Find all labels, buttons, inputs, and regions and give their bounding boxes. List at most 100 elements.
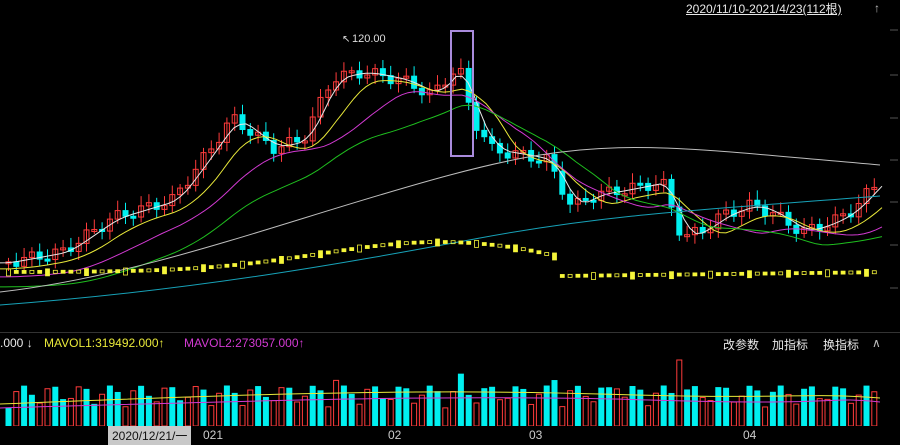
- indicator-dot: [567, 273, 573, 278]
- candle-body: [309, 116, 316, 142]
- volume-bar: [286, 387, 293, 426]
- volume-bar: [403, 388, 410, 426]
- volume-bar: [535, 393, 542, 426]
- volume-bar: [106, 385, 113, 426]
- arrow-up-icon[interactable]: ↑: [874, 1, 880, 15]
- mavol2-value: MAVOL2:273057.000↑: [184, 336, 305, 350]
- indicator-dot: [333, 249, 339, 254]
- indicator-dot: [29, 270, 35, 274]
- volume-chart[interactable]: [0, 356, 900, 426]
- candle-body: [824, 226, 831, 232]
- collapse-icon[interactable]: ∧: [872, 336, 881, 350]
- volume-bar: [200, 389, 207, 426]
- candle-body: [855, 203, 862, 218]
- indicator-dot: [848, 270, 854, 275]
- volume-bar: [317, 390, 324, 426]
- indicator-dot: [559, 274, 565, 278]
- volume-bar: [356, 403, 363, 426]
- volume-bar: [847, 402, 854, 426]
- candle-body: [481, 129, 488, 138]
- indicator-dot: [762, 271, 768, 276]
- volume-bar: [598, 387, 605, 426]
- date-range-label: 2020/11/10-2021/4/23(112根): [686, 2, 842, 16]
- volume-bar: [777, 385, 784, 426]
- indicator-dot: [435, 238, 440, 247]
- indicator-dot: [396, 240, 401, 249]
- indicator-dot: [630, 271, 635, 280]
- indicator-dot: [294, 255, 300, 260]
- volume-bar: [871, 391, 878, 426]
- candle-body: [138, 205, 145, 218]
- indicator-dot: [442, 240, 448, 244]
- indicator-dot: [661, 272, 667, 277]
- indicator-dot: [224, 263, 230, 268]
- switch-indicator-button[interactable]: 换指标: [823, 338, 860, 352]
- candle-body: [130, 215, 137, 219]
- volume-bar: [754, 390, 761, 426]
- volume-bar: [21, 385, 28, 426]
- indicator-dot: [528, 248, 534, 253]
- indicator-dot: [513, 244, 518, 253]
- indicator-dot: [427, 240, 433, 245]
- volume-bar: [114, 391, 121, 426]
- volume-bar: [278, 387, 285, 426]
- indicator-dot: [715, 272, 721, 277]
- indicator-dot: [68, 269, 74, 274]
- indicator-dot: [154, 268, 160, 273]
- candle-body: [114, 210, 121, 220]
- indicator-dot: [6, 268, 11, 277]
- candle-body: [348, 70, 355, 74]
- volume-bar: [824, 398, 831, 426]
- indicator-dot: [45, 268, 50, 277]
- volume-bar: [262, 396, 269, 426]
- indicator-dot: [240, 260, 245, 269]
- indicator-dot: [419, 240, 425, 245]
- indicator-dot: [606, 273, 612, 278]
- candle-body: [83, 229, 90, 244]
- volume-bar: [223, 385, 230, 426]
- candle-body: [239, 114, 246, 131]
- indicator-dot: [552, 252, 557, 261]
- indicator-dot: [403, 241, 409, 246]
- candle-body: [44, 258, 51, 262]
- volume-bar: [411, 402, 418, 426]
- indicator-dot: [263, 259, 269, 264]
- candle-body: [270, 139, 277, 154]
- indicator-dot: [216, 264, 222, 269]
- mavol0-value: .000 ↓: [0, 336, 33, 350]
- indicator-dot: [76, 269, 82, 274]
- candle-body: [465, 67, 472, 103]
- candle-body: [294, 137, 301, 143]
- candle-body: [286, 137, 293, 148]
- indicator-dot: [310, 252, 316, 257]
- indicator-dot: [372, 244, 378, 248]
- peak-price-label: 120.00: [352, 33, 386, 45]
- volume-bar: [543, 385, 550, 426]
- indicator-dot: [279, 256, 284, 264]
- volume-bar: [551, 380, 558, 426]
- volume-bar: [559, 406, 566, 426]
- volume-bar: [418, 394, 425, 426]
- indicator-dot: [271, 258, 277, 263]
- candle-body: [832, 214, 839, 228]
- volume-bar: [294, 401, 301, 426]
- volume-bar: [715, 387, 722, 426]
- edit-params-button[interactable]: 改参数: [723, 338, 760, 352]
- ma5-line: [0, 72, 883, 264]
- candle-body: [723, 209, 730, 215]
- volume-bar: [668, 392, 675, 426]
- volume-bar: [83, 388, 90, 426]
- indicator-dot: [591, 272, 596, 280]
- indicator-dot: [450, 240, 456, 245]
- candle-body: [457, 67, 464, 75]
- add-indicator-button[interactable]: 加指标: [772, 338, 809, 352]
- candle-body: [161, 205, 168, 210]
- indicator-dot: [185, 266, 191, 271]
- indicator-dot: [60, 269, 66, 274]
- volume-bar: [28, 394, 35, 426]
- volume-bar: [13, 391, 20, 426]
- volume-bar: [512, 386, 519, 426]
- indicator-dot: [637, 273, 643, 277]
- candle-body: [567, 193, 574, 205]
- price-chart[interactable]: [0, 0, 900, 332]
